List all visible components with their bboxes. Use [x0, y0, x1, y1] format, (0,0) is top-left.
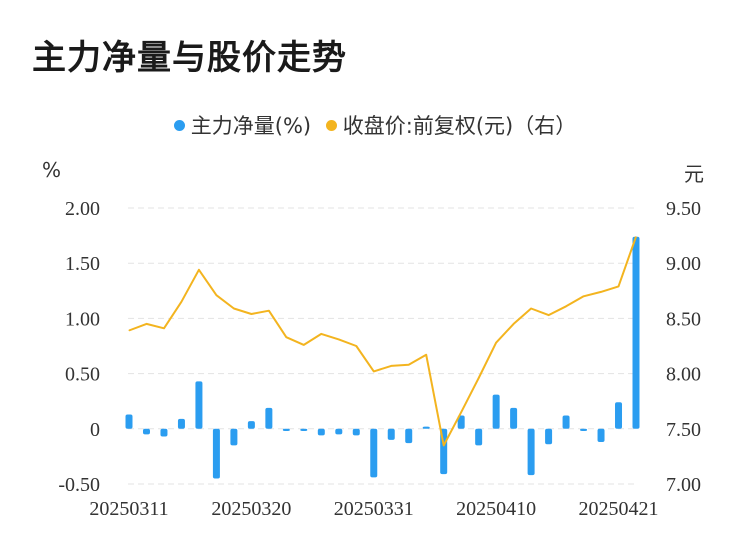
- close-price-point: [303, 344, 305, 346]
- x-tick-label: 20250410: [456, 498, 536, 520]
- close-price-point: [548, 314, 550, 316]
- right-tick-label: 8.50: [666, 308, 701, 330]
- close-price-point: [390, 365, 392, 367]
- net-flow-bar: [282, 428, 290, 432]
- close-price-point: [635, 236, 637, 238]
- x-tick-label: 20250331: [334, 498, 414, 520]
- chart-title: 主力净量与股价走势: [32, 38, 347, 78]
- net-flow-bar: [527, 428, 535, 476]
- close-price-point: [145, 323, 147, 325]
- close-price-line: [128, 236, 637, 447]
- net-flow-bar: [160, 428, 168, 437]
- left-tick-label: 0: [90, 419, 100, 441]
- net-flow-bar: [195, 381, 203, 429]
- close-price-point: [233, 307, 235, 309]
- legend-line-dot-icon: [325, 119, 337, 131]
- net-flow-bar: [125, 414, 133, 429]
- close-price-point: [443, 444, 445, 446]
- close-price-point: [320, 333, 322, 335]
- grid-layer: [128, 207, 638, 485]
- right-tick-label: 7.00: [666, 474, 701, 496]
- net-flow-bar: [405, 428, 413, 444]
- net-flow-bar: [492, 394, 500, 429]
- left-tick-label: 1.00: [65, 308, 100, 330]
- left-tick-label: -0.50: [58, 474, 100, 496]
- close-price-point: [355, 345, 357, 347]
- legend-item-line[interactable]: 收盘价:前复权(元)（右）: [325, 110, 577, 140]
- net-flow-bar: [247, 421, 255, 429]
- close-price-point: [583, 295, 585, 297]
- close-price-point: [128, 330, 130, 332]
- left-tick-label: 2.00: [65, 198, 100, 220]
- legend-item-bar[interactable]: 主力净量(%): [173, 110, 312, 140]
- close-price-point: [425, 354, 427, 356]
- right-axis-unit: 元: [684, 162, 704, 186]
- net-flow-bar: [597, 428, 605, 443]
- net-flow-bar: [580, 428, 588, 432]
- close-price-point: [163, 327, 165, 329]
- left-tick-label: 0.50: [65, 364, 100, 386]
- legend-bar-label: 主力净量(%): [190, 114, 312, 138]
- left-tick-label: 1.50: [65, 253, 100, 275]
- close-price-point: [618, 285, 620, 287]
- legend-line-label: 收盘价:前复权(元)（右）: [342, 114, 577, 138]
- net-flow-bar: [230, 428, 238, 446]
- left-axis-ticks: -0.50 0 0.50 1.00 1.50 2.00: [58, 198, 100, 496]
- close-price-point: [268, 310, 270, 312]
- net-flow-bar: [457, 415, 465, 429]
- x-tick-label: 20250421: [579, 498, 659, 520]
- close-price-point: [600, 291, 602, 293]
- legend-bar-dot-icon: [173, 119, 185, 131]
- net-flow-bar: [177, 418, 185, 429]
- close-price-point: [478, 377, 480, 379]
- net-flow-bar: [562, 415, 570, 429]
- right-tick-label: 8.00: [666, 364, 701, 386]
- left-axis-unit: %: [42, 158, 62, 182]
- close-price-point: [408, 364, 410, 366]
- net-flow-bar: [265, 407, 273, 429]
- right-tick-label: 9.50: [666, 198, 701, 220]
- net-flow-bar: [422, 426, 430, 429]
- net-flow-bar: [142, 428, 150, 435]
- close-price-point: [198, 269, 200, 271]
- line-series: [128, 236, 637, 447]
- close-price-point: [513, 323, 515, 325]
- net-flow-bar: [615, 402, 623, 429]
- close-price-point: [565, 305, 567, 307]
- net-flow-bar: [510, 407, 518, 429]
- close-price-point: [250, 313, 252, 315]
- net-flow-bar: [335, 428, 343, 435]
- close-price-point: [338, 338, 340, 340]
- close-price-point: [373, 370, 375, 372]
- net-flow-bar: [300, 428, 308, 432]
- close-price-point: [460, 411, 462, 413]
- bar-series: [125, 236, 640, 479]
- net-flow-bar: [632, 236, 640, 429]
- close-price-point: [180, 301, 182, 303]
- close-price-point: [215, 294, 217, 296]
- x-tick-label: 20250311: [89, 498, 168, 520]
- right-tick-label: 7.50: [666, 419, 701, 441]
- chart-legend: 主力净量(%) 收盘价:前复权(元)（右）: [0, 110, 750, 140]
- x-axis-ticks: 20250311 20250320 20250331 20250410 20250421: [89, 498, 658, 520]
- close-price-point: [530, 307, 532, 309]
- right-tick-label: 9.00: [666, 253, 701, 275]
- x-tick-label: 20250320: [211, 498, 291, 520]
- net-flow-bar: [212, 428, 220, 479]
- net-flow-bar: [370, 428, 378, 478]
- close-price-point: [285, 336, 287, 338]
- right-axis-ticks: 7.00 7.50 8.00 8.50 9.00 9.50: [666, 198, 701, 496]
- net-flow-bar: [317, 428, 325, 436]
- net-flow-bar: [545, 428, 553, 445]
- net-flow-bar: [475, 428, 483, 446]
- net-flow-bar: [352, 428, 360, 436]
- net-flow-bar: [387, 428, 395, 440]
- close-price-point: [495, 342, 497, 344]
